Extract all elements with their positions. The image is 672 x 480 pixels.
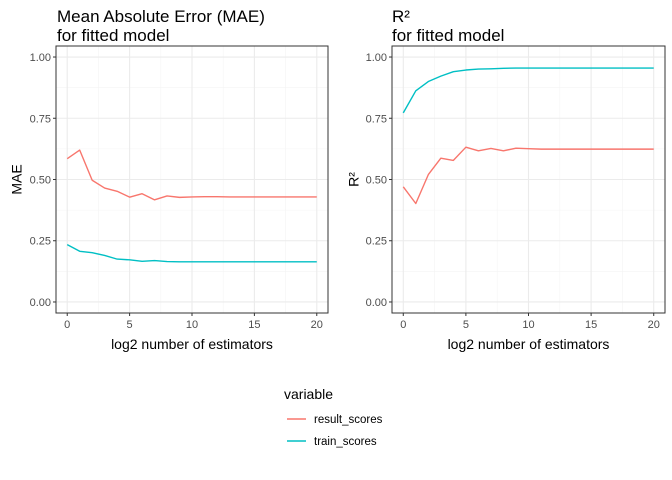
series-line-train-scores bbox=[402, 67, 654, 114]
x-axis-title: log2 number of estimators bbox=[448, 336, 610, 352]
x-tick-label: 0 bbox=[400, 319, 406, 331]
y-tick-label: 0.75 bbox=[30, 113, 51, 125]
legend-label-result-scores: result_scores bbox=[314, 414, 383, 426]
x-tick-label: 15 bbox=[585, 319, 597, 331]
mae-chart: Mean Absolute Error (MAE)for fitted mode… bbox=[9, 7, 329, 352]
x-tick-label: 5 bbox=[127, 319, 133, 331]
series-line-result-scores bbox=[66, 149, 317, 201]
legend-label-train-scores: train_scores bbox=[314, 436, 377, 448]
chart-title-line: Mean Absolute Error (MAE) bbox=[57, 7, 265, 26]
chart-title-line: for fitted model bbox=[392, 26, 504, 45]
x-tick-label: 0 bbox=[64, 319, 70, 331]
y-tick-label: 0.25 bbox=[30, 236, 51, 248]
x-tick-label: 5 bbox=[463, 319, 469, 331]
x-tick-label: 10 bbox=[522, 319, 534, 331]
y-tick-label: 1.00 bbox=[30, 52, 51, 64]
y-tick-label: 0.00 bbox=[366, 297, 387, 309]
x-tick-label: 10 bbox=[186, 319, 198, 331]
chart-title-line: R² bbox=[392, 7, 410, 26]
x-tick-label: 20 bbox=[648, 319, 660, 331]
chart-title-line: for fitted model bbox=[57, 26, 169, 45]
legend: variable result_scores train_scores bbox=[284, 386, 383, 448]
y-tick-label: 1.00 bbox=[366, 52, 387, 64]
x-tick-label: 20 bbox=[311, 319, 323, 331]
x-axis-title: log2 number of estimators bbox=[111, 336, 273, 352]
y-tick-label: 0.50 bbox=[30, 175, 51, 187]
legend-title: variable bbox=[284, 386, 333, 402]
y-axis-title: MAE bbox=[9, 164, 25, 194]
y-tick-label: 0.75 bbox=[366, 113, 387, 125]
series-line-result-scores bbox=[402, 146, 654, 205]
y-tick-label: 0.25 bbox=[366, 236, 387, 248]
y-axis-title: R² bbox=[346, 172, 362, 187]
x-tick-label: 15 bbox=[248, 319, 260, 331]
y-tick-label: 0.50 bbox=[366, 175, 387, 187]
y-tick-label: 0.00 bbox=[30, 297, 51, 309]
series-line-train-scores bbox=[66, 244, 317, 263]
